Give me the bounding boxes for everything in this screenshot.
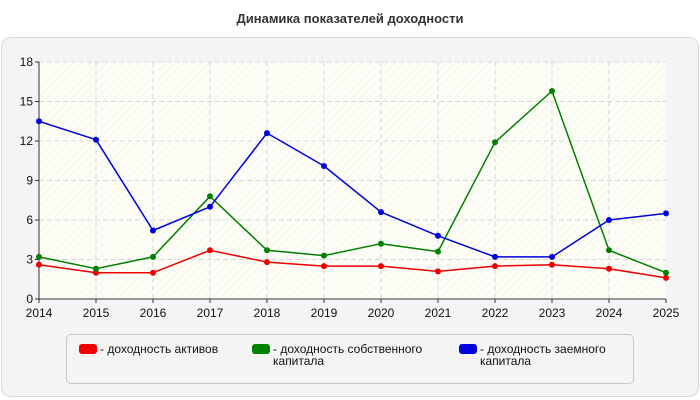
data-point-2-7 bbox=[435, 232, 441, 239]
series-0 bbox=[36, 247, 669, 281]
data-point-1-3 bbox=[207, 193, 213, 200]
x-tick-label: 2023 bbox=[539, 306, 566, 320]
y-tick-label: 6 bbox=[26, 213, 33, 227]
data-point-2-1 bbox=[93, 136, 99, 143]
data-point-0-11 bbox=[663, 274, 669, 281]
data-point-2-5 bbox=[321, 163, 327, 169]
x-tick-label: 2019 bbox=[311, 306, 338, 320]
data-point-0-8 bbox=[492, 263, 498, 270]
data-point-1-11 bbox=[663, 269, 669, 276]
x-tick-label: 2021 bbox=[425, 306, 452, 320]
data-point-0-5 bbox=[321, 263, 327, 270]
y-tick-label: 18 bbox=[20, 55, 34, 69]
y-tick-label: 12 bbox=[20, 134, 34, 148]
data-point-1-1 bbox=[93, 265, 99, 272]
data-point-1-6 bbox=[378, 240, 384, 247]
legend-item-equity: - доходность собственного капитала bbox=[252, 343, 422, 367]
series-layer bbox=[36, 88, 669, 281]
series-2 bbox=[36, 118, 669, 260]
x-tick-label: 2020 bbox=[368, 306, 395, 320]
y-tick-label: 9 bbox=[26, 174, 33, 188]
data-point-1-10 bbox=[606, 247, 612, 254]
y-tick-label: 3 bbox=[26, 253, 33, 267]
data-point-0-4 bbox=[264, 259, 270, 266]
data-point-1-4 bbox=[264, 247, 270, 254]
data-point-1-5 bbox=[321, 252, 327, 259]
data-point-2-4 bbox=[264, 130, 270, 137]
x-tick-label: 2022 bbox=[482, 306, 509, 320]
x-tick-label: 2015 bbox=[83, 306, 110, 320]
legend-label-borrowed: - доходность заемного капитала bbox=[480, 342, 606, 368]
data-point-1-0 bbox=[36, 253, 42, 260]
legend-swatch-borrowed bbox=[459, 344, 477, 354]
y-tick-label: 0 bbox=[26, 292, 33, 306]
series-line-0 bbox=[38, 249, 667, 279]
data-point-0-6 bbox=[378, 263, 384, 270]
gridlines bbox=[39, 61, 666, 299]
data-point-1-2 bbox=[150, 253, 156, 260]
legend-label-equity: - доходность собственного капитала bbox=[273, 342, 423, 368]
chart-title: Динамика показателей доходности bbox=[236, 11, 464, 26]
legend: - доходность активов - доходность собств… bbox=[66, 334, 634, 384]
tick-labels: 0 3 6 9 12 15 18 2014 2015 2016 2017 2018 2019 2020 20… bbox=[20, 55, 680, 320]
x-tick-label: 2017 bbox=[197, 306, 224, 320]
x-tick-label: 2016 bbox=[140, 306, 167, 320]
x-tick-label: 2025 bbox=[653, 306, 680, 320]
legend-label-assets: - доходность активов bbox=[100, 342, 219, 356]
data-point-2-8 bbox=[492, 253, 498, 260]
data-point-2-2 bbox=[150, 227, 156, 234]
data-point-2-6 bbox=[378, 209, 384, 216]
legend-item-assets: - доходность активов bbox=[79, 343, 218, 355]
data-point-1-9 bbox=[549, 88, 555, 94]
data-point-0-9 bbox=[549, 261, 555, 268]
data-point-0-2 bbox=[150, 269, 156, 276]
data-point-2-0 bbox=[36, 118, 42, 125]
legend-item-borrowed: - доходность заемного капитала bbox=[459, 343, 606, 367]
x-tick-label: 2024 bbox=[596, 306, 623, 320]
data-point-2-9 bbox=[549, 253, 555, 260]
data-point-2-11 bbox=[663, 210, 669, 217]
data-point-0-10 bbox=[606, 265, 612, 272]
data-point-2-10 bbox=[606, 217, 612, 223]
data-point-0-0 bbox=[36, 261, 42, 268]
legend-swatch-assets bbox=[79, 344, 97, 354]
x-tick-label: 2014 bbox=[26, 306, 53, 320]
series-line-2 bbox=[38, 120, 667, 258]
y-tick-label: 15 bbox=[20, 95, 34, 109]
x-tick-label: 2018 bbox=[254, 306, 281, 320]
data-point-1-8 bbox=[492, 139, 498, 146]
series-line-1 bbox=[38, 90, 667, 274]
data-point-0-3 bbox=[207, 247, 213, 254]
data-point-2-3 bbox=[207, 203, 213, 210]
series-1 bbox=[36, 88, 669, 276]
data-point-1-7 bbox=[435, 248, 441, 255]
data-point-0-7 bbox=[435, 268, 441, 275]
legend-swatch-equity bbox=[252, 344, 270, 354]
